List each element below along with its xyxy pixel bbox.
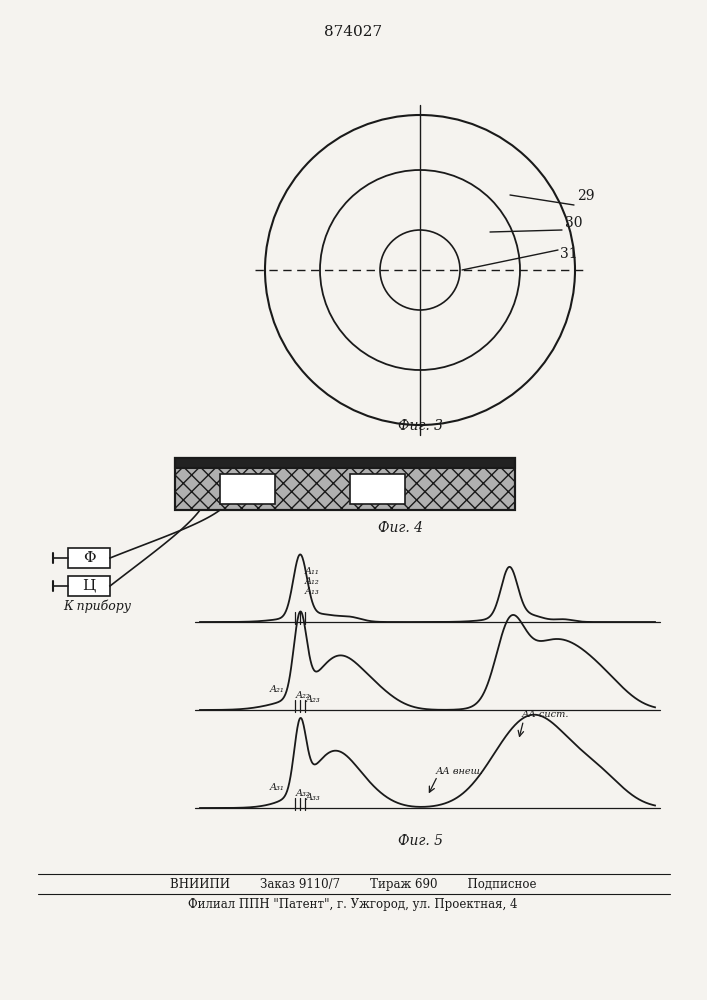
Bar (68, 576, 110, 596)
Text: Φ: Φ (83, 551, 95, 565)
Text: Фиг. 4: Фиг. 4 (378, 521, 423, 535)
Text: АА сист.: АА сист. (522, 710, 569, 719)
Text: Фиг. 3: Фиг. 3 (397, 419, 443, 433)
Text: 31: 31 (560, 247, 578, 261)
Bar (175, 458, 515, 468)
Bar (175, 458, 515, 510)
Text: 874027: 874027 (324, 25, 382, 39)
Text: 29: 29 (577, 189, 595, 203)
Text: A₃₁: A₃₁ (270, 783, 285, 792)
Bar (175, 458, 515, 510)
Text: ВНИИПИ        Заказ 9110/7        Тираж 690        Подписное: ВНИИПИ Заказ 9110/7 Тираж 690 Подписное (170, 878, 536, 891)
Text: К прибору: К прибору (63, 599, 131, 613)
Bar (350, 474, 405, 504)
Bar (68, 548, 110, 568)
Text: АА внеш.: АА внеш. (436, 767, 484, 776)
Text: A₁₁: A₁₁ (305, 567, 320, 576)
Bar (175, 458, 515, 468)
Text: A₂₃: A₂₃ (306, 695, 321, 704)
Text: Филиал ППН "Патент", г. Ужгород, ул. Проектная, 4: Филиал ППН "Патент", г. Ужгород, ул. Про… (188, 898, 518, 911)
Text: 30: 30 (565, 216, 583, 230)
Text: Фиг. 5: Фиг. 5 (397, 834, 443, 848)
Text: A₁₂: A₁₂ (305, 577, 320, 586)
Text: A₃₃: A₃₃ (306, 793, 321, 802)
Text: A₂₂: A₂₂ (296, 691, 311, 700)
Text: A₂₁: A₂₁ (270, 685, 285, 694)
Bar (220, 474, 275, 504)
Text: A₁₃: A₁₃ (305, 587, 320, 596)
Text: A₃₂: A₃₂ (296, 789, 311, 798)
Text: Ц: Ц (83, 579, 95, 593)
